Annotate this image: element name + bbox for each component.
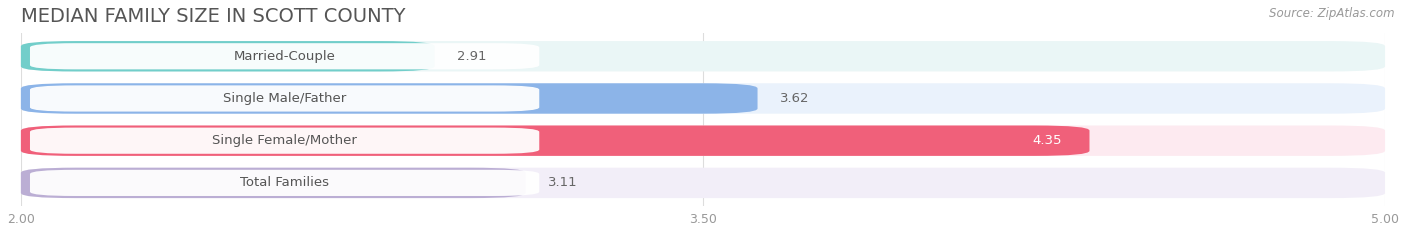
Text: Source: ZipAtlas.com: Source: ZipAtlas.com — [1270, 7, 1395, 20]
FancyBboxPatch shape — [21, 41, 434, 72]
FancyBboxPatch shape — [30, 43, 540, 69]
FancyBboxPatch shape — [21, 168, 1385, 198]
Text: Married-Couple: Married-Couple — [233, 50, 336, 63]
FancyBboxPatch shape — [21, 168, 526, 198]
Text: Single Male/Father: Single Male/Father — [224, 92, 346, 105]
Text: Single Female/Mother: Single Female/Mother — [212, 134, 357, 147]
FancyBboxPatch shape — [30, 85, 540, 112]
Text: 2.91: 2.91 — [457, 50, 486, 63]
Text: 4.35: 4.35 — [1032, 134, 1062, 147]
FancyBboxPatch shape — [30, 170, 540, 196]
Text: Total Families: Total Families — [240, 176, 329, 189]
FancyBboxPatch shape — [21, 83, 1385, 114]
FancyBboxPatch shape — [21, 126, 1090, 156]
FancyBboxPatch shape — [30, 128, 540, 154]
FancyBboxPatch shape — [21, 126, 1385, 156]
Text: 3.11: 3.11 — [548, 176, 578, 189]
Text: MEDIAN FAMILY SIZE IN SCOTT COUNTY: MEDIAN FAMILY SIZE IN SCOTT COUNTY — [21, 7, 405, 26]
Text: 3.62: 3.62 — [780, 92, 810, 105]
FancyBboxPatch shape — [21, 41, 1385, 72]
FancyBboxPatch shape — [21, 83, 758, 114]
